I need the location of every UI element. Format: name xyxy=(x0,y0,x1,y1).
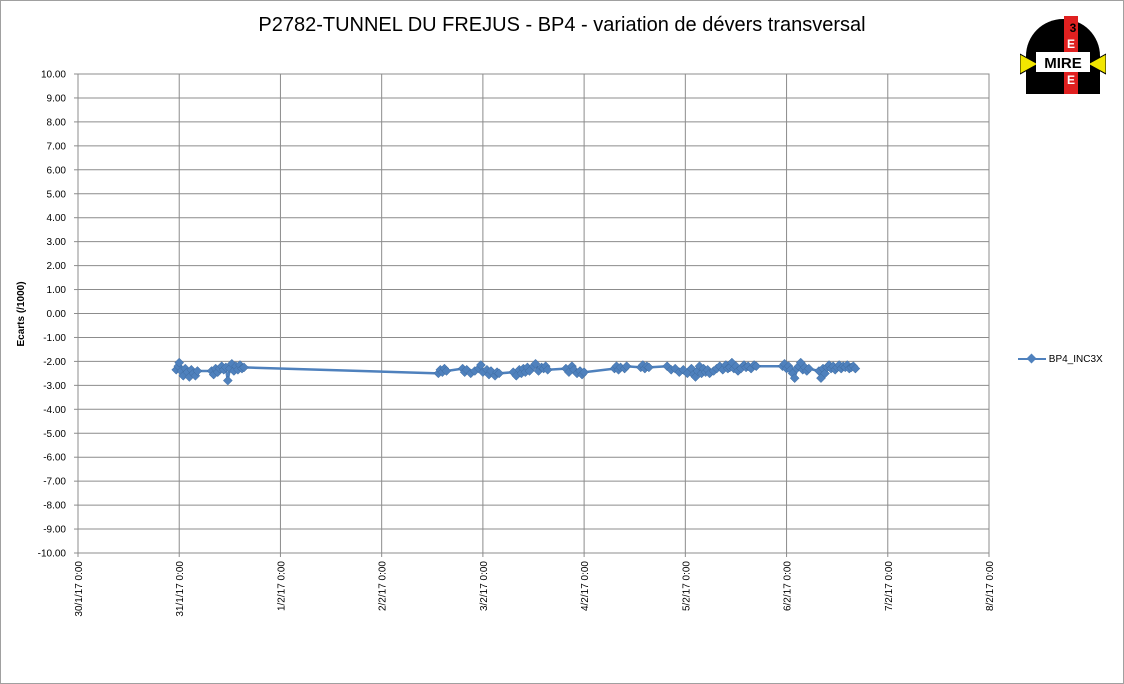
x-tick-label: 5/2/17 0:00 xyxy=(681,561,692,611)
data-point xyxy=(751,361,762,372)
grid-lines xyxy=(74,73,990,557)
x-tick-label: 31/1/17 0:00 xyxy=(175,561,186,617)
data-point xyxy=(530,358,541,369)
mire-logo: MIRE 3 E E xyxy=(1020,16,1106,94)
x-tick-label: 1/2/17 0:00 xyxy=(276,561,287,611)
x-tick-label: 6/2/17 0:00 xyxy=(783,561,794,611)
data-point xyxy=(803,363,814,374)
chart-title: P2782-TUNNEL DU FREJUS - BP4 - variation… xyxy=(258,14,866,36)
x-tick-label: 3/2/17 0:00 xyxy=(479,561,490,611)
data-point xyxy=(494,368,504,379)
y-tick-label: 9.00 xyxy=(47,93,67,104)
x-tick-label: 2/2/17 0:00 xyxy=(378,561,389,611)
legend-swatch xyxy=(1018,354,1046,364)
y-tick-label: -8.00 xyxy=(43,501,66,512)
y-tick-label: 2.00 xyxy=(47,261,67,272)
data-point xyxy=(192,366,203,376)
y-tick-label: 0.00 xyxy=(47,309,67,320)
y-tick-label: -3.00 xyxy=(43,381,66,392)
y-tick-labels: -10.00 -9.00 -8.00 -7.00 -6.00 -5.00 -4.00 -3.0… xyxy=(38,70,67,560)
logo-text: MIRE xyxy=(1044,55,1082,72)
x-tick-label: 30/1/17 0:00 xyxy=(74,561,85,617)
y-tick-label: -2.00 xyxy=(43,357,66,368)
y-tick-label: -5.00 xyxy=(43,429,66,440)
legend: BP4_INC3X xyxy=(1018,354,1103,365)
data-point xyxy=(644,362,654,373)
data-point xyxy=(239,362,249,373)
x-tick-label: 7/2/17 0:00 xyxy=(884,561,895,611)
data-point xyxy=(441,366,452,376)
data-point xyxy=(789,373,800,384)
data-point xyxy=(621,361,632,372)
y-tick-label: 4.00 xyxy=(47,213,67,224)
y-tick-label: 6.00 xyxy=(47,165,67,176)
x-tick-label: 4/2/17 0:00 xyxy=(580,561,591,611)
y-tick-label: 8.00 xyxy=(47,117,67,128)
y-tick-label: 3.00 xyxy=(47,237,67,248)
logo-letter-1: 3 xyxy=(1070,21,1077,35)
x-tick-label: 8/2/17 0:00 xyxy=(985,561,996,611)
logo-letter-3: E xyxy=(1067,73,1075,87)
y-tick-label: -10.00 xyxy=(38,549,67,560)
y-tick-label: -9.00 xyxy=(43,525,66,536)
y-tick-label: 5.00 xyxy=(47,189,67,200)
data-point xyxy=(542,364,553,375)
logo-letter-2: E xyxy=(1067,37,1075,51)
plot-area-border xyxy=(77,73,990,554)
y-tick-label: -6.00 xyxy=(43,453,66,464)
y-tick-label: 10.00 xyxy=(41,70,66,81)
data-point xyxy=(579,367,589,378)
y-tick-label: -4.00 xyxy=(43,405,66,416)
series-bp4-inc3x xyxy=(171,357,861,386)
data-point xyxy=(174,357,185,368)
data-point xyxy=(850,363,861,374)
y-tick-label: 7.00 xyxy=(47,141,67,152)
legend-label: BP4_INC3X xyxy=(1048,354,1103,365)
data-point xyxy=(222,375,233,386)
y-axis-label: Ecarts (/1000) xyxy=(16,281,27,346)
y-tick-label: -7.00 xyxy=(43,477,66,488)
y-tick-label: -1.00 xyxy=(43,333,66,344)
x-tick-labels: 30/1/17 0:00 31/1/17 0:00 1/2/17 0:00 2/2/1… xyxy=(74,561,996,617)
y-tick-label: 1.00 xyxy=(47,285,67,296)
